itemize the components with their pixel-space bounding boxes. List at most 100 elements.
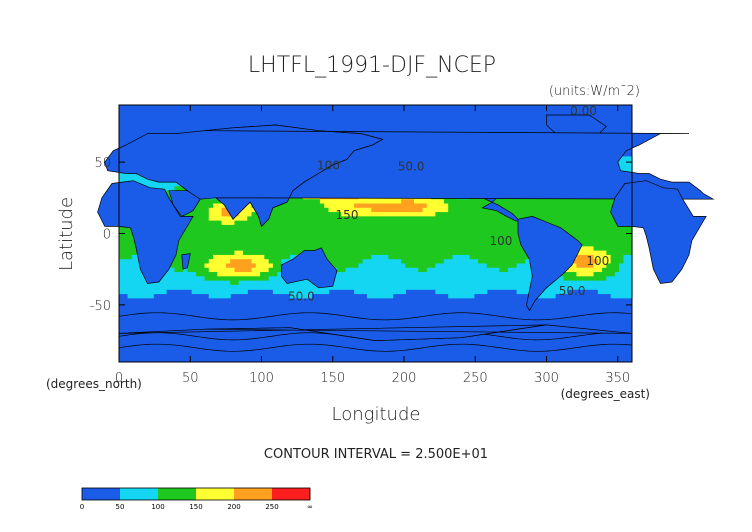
field-cell [443, 276, 449, 282]
field-cell [490, 224, 496, 230]
field-cell [251, 272, 257, 277]
field-cell [473, 224, 479, 230]
field-cell [136, 272, 141, 277]
field-cell [337, 212, 342, 217]
field-cell [332, 250, 338, 256]
field-cell [461, 250, 466, 256]
field-cell [247, 259, 253, 265]
field-cell [495, 267, 501, 273]
field-cell [324, 203, 330, 209]
field-cell [619, 237, 625, 243]
field-cell [580, 216, 586, 222]
field-cell [140, 276, 146, 282]
field-cell [272, 250, 278, 256]
field-cell [589, 203, 595, 209]
field-cell [349, 267, 355, 273]
field-cell [358, 272, 364, 277]
field-cell [619, 250, 625, 256]
field-cell [597, 203, 603, 209]
field-cell [319, 212, 325, 217]
field-cell [174, 276, 180, 282]
field-cell [439, 220, 445, 226]
field-cell [439, 254, 445, 260]
field-cell [439, 207, 445, 213]
field-cell [366, 293, 372, 299]
field-cell [478, 280, 483, 286]
field-cell [187, 229, 193, 235]
field-cell [298, 203, 304, 209]
field-cell [413, 272, 419, 277]
field-cell [127, 237, 133, 243]
field-cell [465, 293, 471, 299]
field-cell [255, 237, 261, 243]
field-cell [371, 254, 377, 260]
field-cell [324, 220, 330, 226]
field-cell [349, 263, 355, 269]
field-cell [456, 220, 462, 226]
field-cell [443, 237, 449, 243]
field-cell [508, 216, 513, 222]
field-cell [388, 263, 394, 269]
field-cell [178, 246, 184, 252]
field-cell [426, 216, 432, 222]
field-cell [396, 284, 402, 290]
field-cell [328, 203, 334, 209]
field-cell [221, 207, 227, 213]
field-cell [260, 237, 265, 243]
field-cell [371, 220, 377, 226]
field-cell [473, 207, 479, 213]
field-cell [593, 280, 599, 286]
field-cell [375, 280, 381, 286]
field-cell [247, 233, 253, 239]
field-cell [503, 259, 509, 265]
field-cell [589, 212, 595, 217]
field-cell [354, 216, 360, 222]
field-cell [204, 224, 210, 230]
field-cell [311, 246, 317, 252]
field-cell [602, 280, 607, 286]
field-cell [255, 242, 261, 247]
field-cell [614, 233, 620, 239]
field-cell [230, 220, 236, 226]
field-cell [461, 284, 466, 290]
field-cell [375, 220, 381, 226]
field-cell [221, 224, 227, 230]
field-cell [345, 233, 351, 239]
field-cell [422, 259, 428, 265]
field-cell [272, 263, 278, 269]
field-cell [221, 276, 227, 282]
field-cell [332, 276, 338, 282]
field-cell [409, 246, 415, 252]
field-cell [413, 237, 419, 243]
field-cell [426, 203, 432, 209]
field-cell [589, 267, 595, 273]
field-cell [217, 259, 223, 265]
field-cell [396, 242, 402, 247]
x-tick-label: 200 [392, 371, 417, 386]
field-cell [435, 284, 441, 290]
field-cell [619, 263, 625, 269]
field-cell [435, 203, 441, 209]
field-cell [508, 254, 513, 260]
field-cell [213, 263, 218, 269]
field-cell [379, 233, 385, 239]
field-cell [452, 276, 458, 282]
field-cell [281, 216, 287, 222]
field-cell [478, 284, 483, 290]
field-cell [572, 224, 578, 230]
field-cell [294, 212, 300, 217]
field-cell [478, 250, 483, 256]
field-cell [388, 199, 394, 205]
field-cell [413, 246, 419, 252]
field-cell [217, 289, 223, 295]
field-cell [401, 229, 407, 235]
field-cell [324, 246, 330, 252]
field-cell [619, 160, 625, 166]
field-cell [388, 207, 394, 213]
field-cell [127, 173, 133, 179]
field-cell [119, 177, 124, 183]
field-cell [354, 267, 360, 273]
field-cell [119, 263, 124, 269]
field-cell [426, 207, 432, 213]
field-cell [191, 212, 197, 217]
